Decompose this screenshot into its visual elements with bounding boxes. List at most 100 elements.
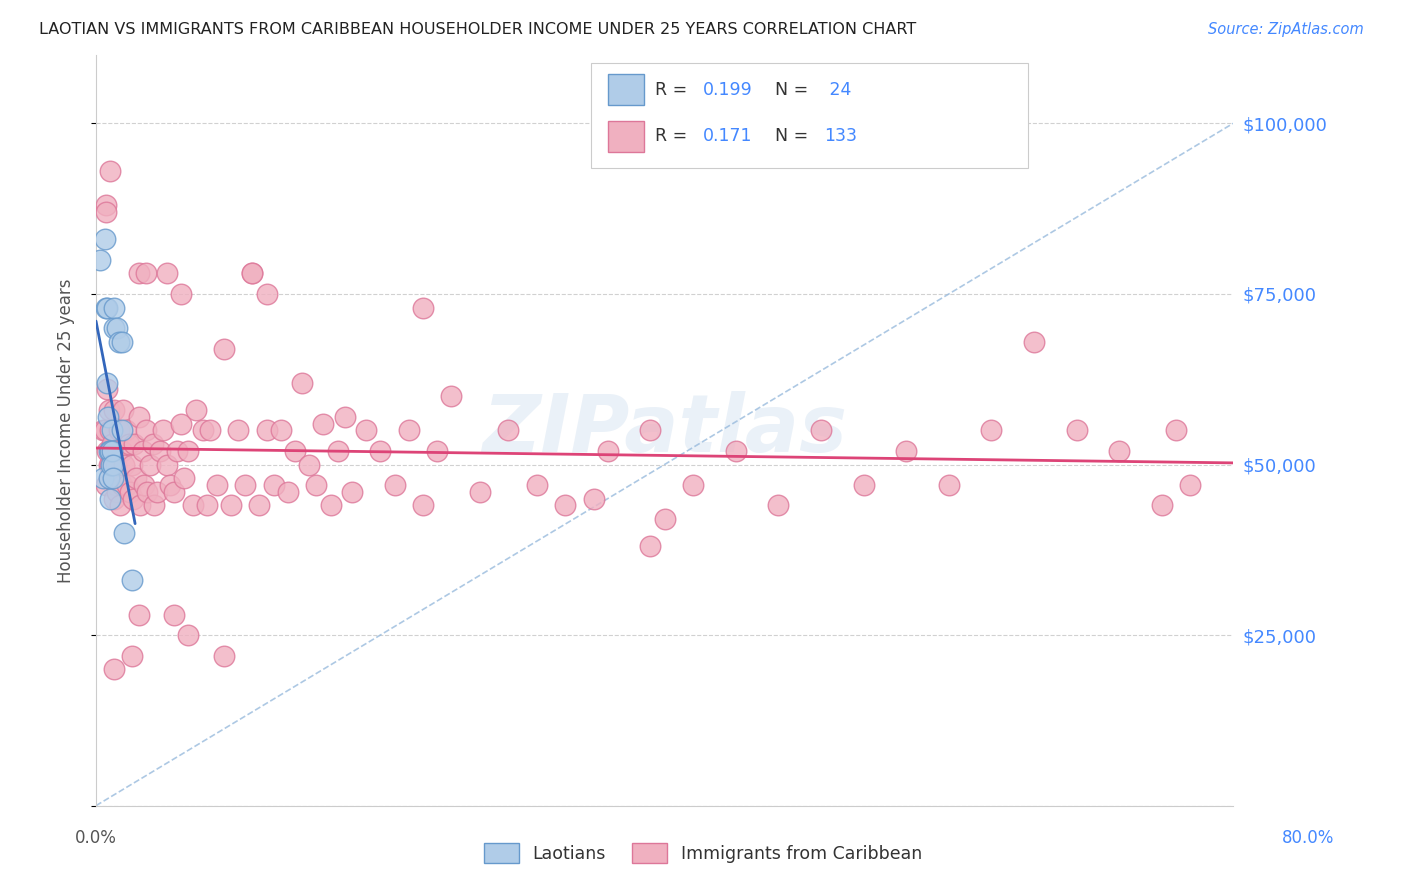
Point bbox=[93, 232, 115, 246]
Point bbox=[94, 478, 117, 492]
Point bbox=[110, 424, 132, 438]
Point bbox=[101, 471, 124, 485]
Point bbox=[1180, 478, 1202, 492]
Point bbox=[177, 628, 200, 642]
Point bbox=[114, 525, 136, 540]
Point bbox=[105, 321, 128, 335]
Point bbox=[233, 478, 256, 492]
Point bbox=[97, 458, 120, 472]
Text: 0.199: 0.199 bbox=[703, 80, 754, 99]
Point bbox=[724, 443, 747, 458]
Point bbox=[97, 403, 120, 417]
Point bbox=[184, 403, 207, 417]
Point bbox=[291, 376, 314, 390]
Point bbox=[103, 491, 125, 506]
Point bbox=[124, 437, 146, 451]
Point bbox=[333, 409, 356, 424]
Point bbox=[100, 437, 122, 451]
Text: 133: 133 bbox=[824, 128, 856, 145]
Point bbox=[596, 443, 619, 458]
Point bbox=[205, 478, 228, 492]
Point bbox=[101, 471, 124, 485]
Point bbox=[326, 443, 349, 458]
Point bbox=[91, 424, 114, 438]
Point bbox=[101, 443, 124, 458]
Point bbox=[98, 443, 121, 458]
Point bbox=[97, 409, 120, 424]
Point bbox=[100, 424, 122, 438]
Point bbox=[100, 471, 122, 485]
Point bbox=[104, 458, 127, 472]
Point bbox=[173, 471, 195, 485]
Point bbox=[121, 574, 143, 588]
Point bbox=[98, 424, 121, 438]
Point bbox=[136, 484, 159, 499]
FancyBboxPatch shape bbox=[591, 62, 1028, 168]
Text: R =: R = bbox=[655, 128, 693, 145]
Point bbox=[93, 424, 115, 438]
Point bbox=[96, 301, 118, 315]
Point bbox=[852, 478, 875, 492]
Point bbox=[1166, 424, 1188, 438]
Point bbox=[938, 478, 960, 492]
Point bbox=[132, 443, 155, 458]
Point bbox=[110, 443, 132, 458]
Point bbox=[212, 648, 235, 663]
Point bbox=[118, 437, 141, 451]
Text: 0.0%: 0.0% bbox=[75, 829, 117, 847]
Point bbox=[980, 424, 1002, 438]
Point bbox=[198, 424, 221, 438]
Point bbox=[312, 417, 335, 431]
Point bbox=[129, 499, 152, 513]
Point bbox=[468, 484, 491, 499]
Point bbox=[105, 443, 128, 458]
Point bbox=[1066, 424, 1088, 438]
Point bbox=[284, 443, 307, 458]
Text: 80.0%: 80.0% bbox=[1281, 829, 1334, 847]
Point bbox=[103, 321, 125, 335]
Point bbox=[107, 334, 129, 349]
Point bbox=[122, 491, 145, 506]
Point bbox=[240, 267, 263, 281]
Point bbox=[298, 458, 321, 472]
Point bbox=[166, 443, 188, 458]
Point bbox=[554, 499, 576, 513]
Point bbox=[97, 443, 120, 458]
Point bbox=[654, 512, 676, 526]
Point bbox=[1024, 334, 1046, 349]
Point bbox=[159, 478, 181, 492]
Point bbox=[94, 205, 117, 219]
Point bbox=[170, 417, 193, 431]
Point bbox=[768, 499, 790, 513]
Point bbox=[640, 424, 662, 438]
Point bbox=[896, 443, 918, 458]
Text: N =: N = bbox=[775, 80, 814, 99]
Point bbox=[94, 301, 117, 315]
Point bbox=[110, 334, 132, 349]
Point bbox=[105, 484, 128, 499]
Point bbox=[117, 478, 139, 492]
Text: LAOTIAN VS IMMIGRANTS FROM CARIBBEAN HOUSEHOLDER INCOME UNDER 25 YEARS CORRELATI: LAOTIAN VS IMMIGRANTS FROM CARIBBEAN HOU… bbox=[39, 22, 917, 37]
Point bbox=[412, 499, 434, 513]
Point bbox=[142, 437, 165, 451]
Point bbox=[139, 458, 162, 472]
Point bbox=[111, 403, 134, 417]
Point bbox=[398, 424, 420, 438]
Point bbox=[177, 443, 200, 458]
Text: ZIPatlas: ZIPatlas bbox=[482, 392, 846, 469]
Point bbox=[135, 424, 157, 438]
Point bbox=[101, 443, 124, 458]
Point bbox=[582, 491, 605, 506]
Point bbox=[240, 267, 263, 281]
Point bbox=[263, 478, 285, 492]
Point bbox=[412, 301, 434, 315]
Text: Source: ZipAtlas.com: Source: ZipAtlas.com bbox=[1208, 22, 1364, 37]
Point bbox=[107, 471, 129, 485]
Point bbox=[149, 443, 172, 458]
Point bbox=[115, 424, 138, 438]
Point bbox=[114, 458, 136, 472]
Text: R =: R = bbox=[655, 80, 693, 99]
Text: N =: N = bbox=[775, 128, 814, 145]
Point bbox=[96, 443, 118, 458]
Point bbox=[98, 491, 121, 506]
